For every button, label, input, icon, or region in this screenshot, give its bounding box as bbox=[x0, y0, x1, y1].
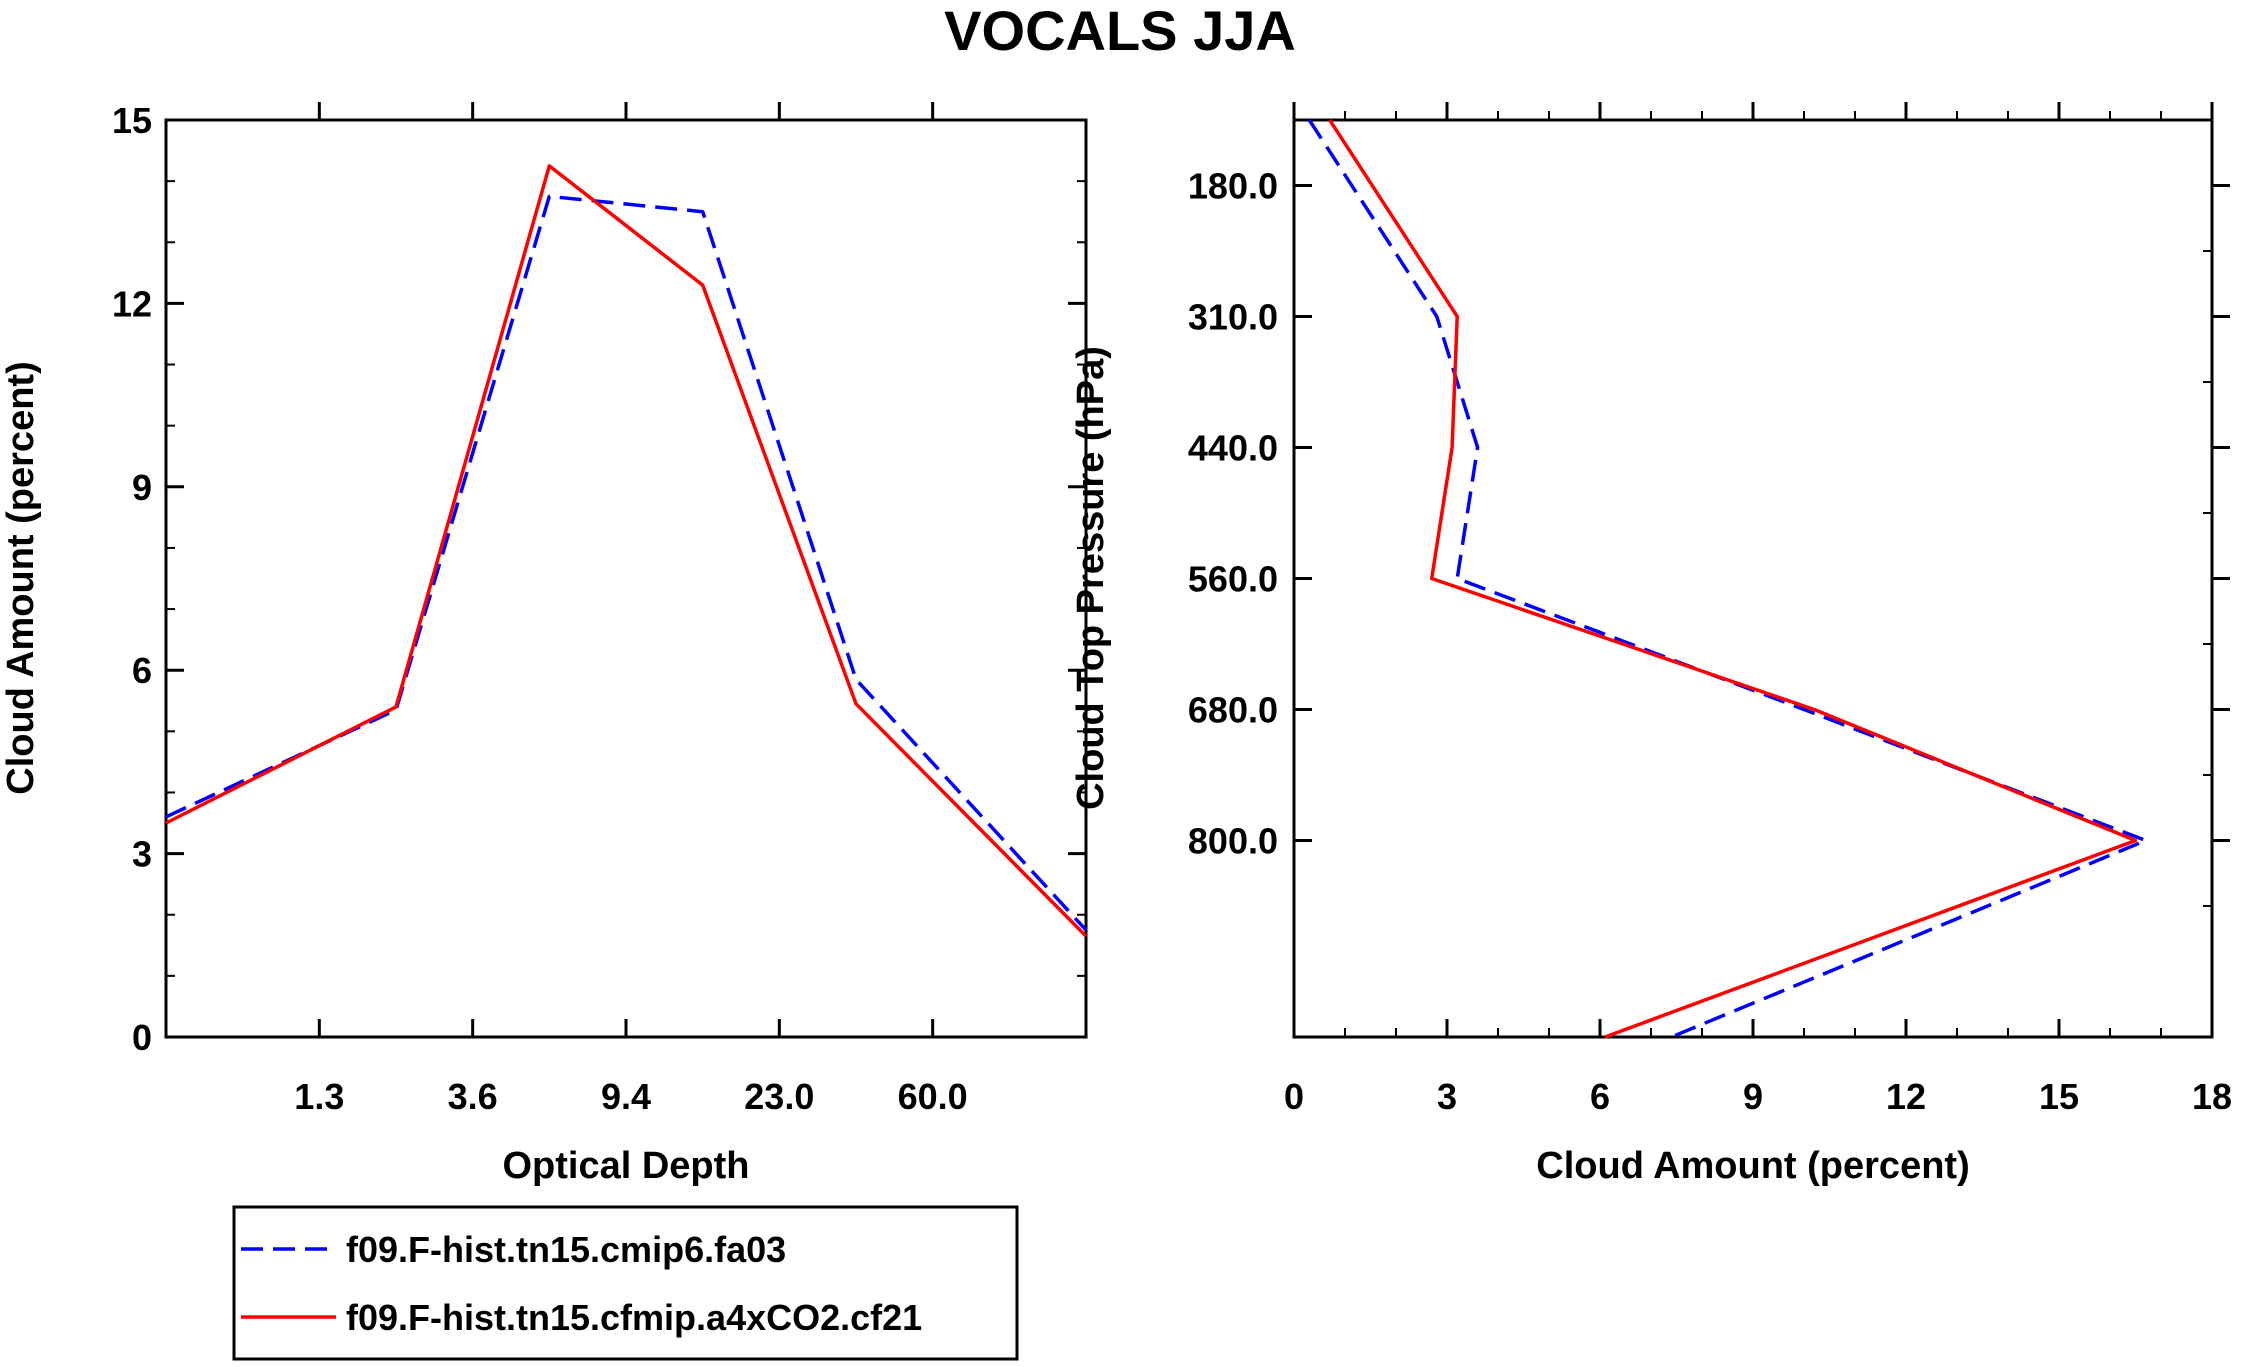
x-tick-label: 6 bbox=[1590, 1076, 1610, 1117]
x-tick-label: 60.0 bbox=[898, 1076, 968, 1117]
optical-depth-plot-frame bbox=[164, 118, 1088, 1039]
y-tick-label: 6 bbox=[132, 650, 152, 691]
legend-label-dashed: f09.F-hist.tn15.cmip6.fa03 bbox=[346, 1229, 786, 1270]
x-tick-label: 0 bbox=[1284, 1076, 1304, 1117]
pressure-x-axis-label: Cloud Amount (percent) bbox=[1536, 1145, 1969, 1187]
x-tick-label: 15 bbox=[2039, 1076, 2079, 1117]
series-line-cf21 bbox=[165, 164, 1088, 938]
x-tick-label: 3.6 bbox=[448, 1076, 498, 1117]
pressure-series bbox=[1307, 119, 2148, 1039]
optical-depth-y-axis-label: Cloud Amount (percent) bbox=[0, 361, 42, 794]
x-tick-label: 12 bbox=[1886, 1076, 1926, 1117]
legend-frame bbox=[232, 1205, 1019, 1361]
x-tick-label: 3 bbox=[1437, 1076, 1457, 1117]
x-tick-label: 9 bbox=[1743, 1076, 1763, 1117]
x-tick-label: 23.0 bbox=[744, 1076, 814, 1117]
profile-line-cf21 bbox=[1328, 119, 2138, 1039]
y-tick-label: 12 bbox=[112, 283, 152, 324]
optical-depth-x-axis-label: Optical Depth bbox=[502, 1145, 749, 1187]
chart-title: VOCALS JJA bbox=[944, 0, 1296, 62]
legend: f09.F-hist.tn15.cmip6.fa03 f09.F-hist.tn… bbox=[232, 1205, 1019, 1361]
y-tick-label: 310.0 bbox=[1188, 297, 1278, 338]
x-tick-label: 18 bbox=[2192, 1076, 2232, 1117]
y-tick-label: 0 bbox=[132, 1017, 152, 1058]
y-tick-label: 680.0 bbox=[1188, 690, 1278, 731]
legend-label-solid: f09.F-hist.tn15.cfmip.a4xCO2.cf21 bbox=[346, 1297, 922, 1338]
y-tick-label: 3 bbox=[132, 834, 152, 875]
series-line-fa03 bbox=[165, 194, 1088, 932]
y-tick-label: 180.0 bbox=[1188, 166, 1278, 207]
x-tick-label: 1.3 bbox=[294, 1076, 344, 1117]
y-tick-label: 15 bbox=[112, 100, 152, 141]
y-tick-label: 560.0 bbox=[1188, 559, 1278, 600]
pressure-ticks: 0 3 6 9 12 15 18 180.0 310.0 440.0 560.0 680.0 800.0 bbox=[1188, 102, 2232, 1117]
y-tick-label: 800.0 bbox=[1188, 821, 1278, 862]
pressure-panel: 0 3 6 9 12 15 18 180.0 310.0 440.0 560.0 680.0 800.0… bbox=[1070, 102, 2232, 1187]
profile-line-fa03 bbox=[1307, 119, 2148, 1039]
pressure-y-axis-label: Cloud Top Pressure (hPa) bbox=[1070, 346, 1112, 810]
y-tick-label: 440.0 bbox=[1188, 428, 1278, 469]
y-tick-label: 9 bbox=[132, 467, 152, 508]
x-tick-label: 9.4 bbox=[601, 1076, 651, 1117]
optical-depth-ticks: 0 3 6 9 12 15 1.3 3.6 9.4 23.0 60.0 bbox=[112, 100, 1086, 1117]
optical-depth-series bbox=[165, 164, 1088, 938]
